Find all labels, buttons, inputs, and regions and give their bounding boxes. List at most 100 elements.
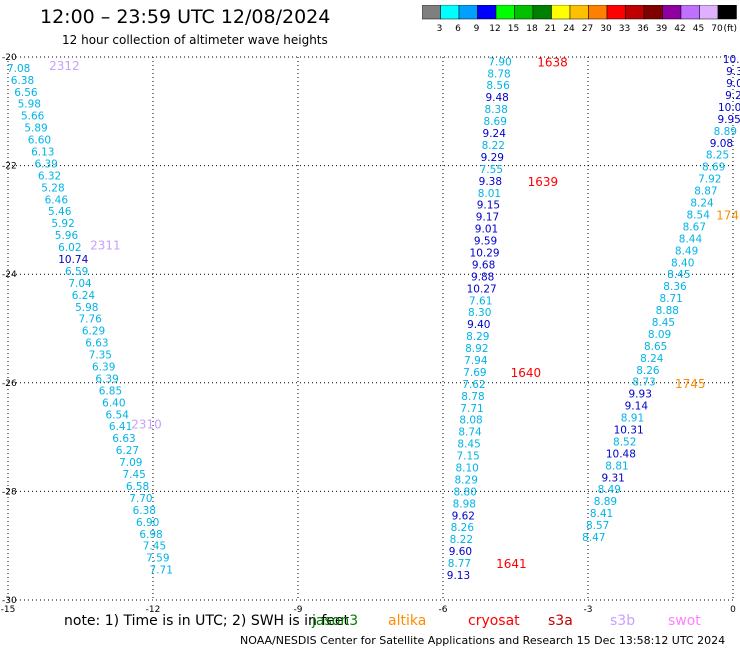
wave-height-point: 10.27 — [467, 283, 497, 295]
wave-height-point: 6.38 — [133, 505, 156, 517]
wave-height-point: 8.65 — [644, 341, 667, 353]
wave-height-point: 7.59 — [146, 553, 169, 565]
wave-height-point: 7.55 — [480, 164, 503, 176]
wave-height-point: 8.41 — [590, 508, 613, 520]
wave-height-point: 9.95 — [717, 114, 740, 126]
wave-height-point: 6.98 — [139, 529, 162, 541]
scale-label: 27 — [582, 24, 593, 34]
wave-height-point: 9.59 — [474, 236, 497, 248]
x-tick-label: -15 — [1, 605, 16, 615]
pass-time-label: 2312 — [49, 59, 80, 73]
y-tick-label: -20 — [2, 53, 17, 63]
scale-label: 70 — [711, 24, 723, 34]
wave-height-point: 8.52 — [613, 436, 636, 448]
x-tick-label: -6 — [439, 605, 448, 615]
satellite-legend-s3b: s3b — [610, 613, 636, 629]
wave-height-point: 7.04 — [68, 278, 92, 290]
wave-height-point: 5.92 — [51, 218, 74, 230]
x-tick-label: -9 — [294, 605, 303, 615]
wave-height-point: 10.29 — [470, 247, 500, 259]
footer-note: note: 1) Time is in UTC; 2) SWH is in fe… — [64, 613, 350, 629]
wave-height-point: 9.08 — [710, 138, 733, 150]
x-tick-label: 0 — [730, 605, 736, 615]
wave-height-point: 6.60 — [28, 135, 51, 147]
wave-height-point: 6.58 — [126, 481, 149, 493]
wave-height-point: 6.38 — [11, 75, 34, 87]
wave-height-point: 5.28 — [41, 182, 64, 194]
page-title: 12:00 – 23:59 UTC 12/08/2024 — [40, 6, 331, 28]
wave-height-point: 9.17 — [476, 212, 499, 224]
satellite-legend-s3a: s3a — [548, 613, 573, 629]
wave-height-point: 6.39 — [95, 373, 118, 385]
wave-height-point: 6.27 — [116, 445, 139, 457]
satellite-legend-jason3: jason3 — [312, 613, 359, 629]
wave-height-point: 8.92 — [465, 343, 488, 355]
wave-height-point: 8.77 — [448, 558, 471, 570]
pass-time-label: 1745 — [675, 377, 706, 391]
pass-time-label: 2310 — [131, 418, 162, 432]
wave-height-point: 8.67 — [683, 221, 706, 233]
wave-height-point: 8.89 — [594, 496, 617, 508]
wave-height-point: 8.25 — [706, 150, 729, 162]
wave-height-point: 9.14 — [625, 401, 649, 413]
wave-height-point: 8.89 — [714, 126, 737, 138]
wave-height-point: 9.68 — [472, 259, 495, 271]
wave-height-point: 9.29 — [481, 152, 504, 164]
wave-height-point: 6.39 — [34, 158, 57, 170]
wave-height-point: 8.88 — [656, 305, 679, 317]
wave-height-point: 8.40 — [671, 257, 694, 269]
wave-height-point: 8.38 — [484, 104, 507, 116]
wave-height-point: 6.56 — [14, 87, 38, 99]
footer-credit: NOAA/NESDIS Center for Satellite Applica… — [240, 634, 726, 647]
y-tick-label: -22 — [2, 162, 17, 172]
wave-height-point: 8.22 — [450, 534, 473, 546]
scale-label: (ft) — [723, 24, 737, 34]
wave-height-point: 6.54 — [106, 409, 130, 421]
wave-height-point: 7.45 — [122, 469, 145, 481]
wave-height-point: 10.48 — [606, 448, 636, 460]
scale-label: 39 — [656, 24, 668, 34]
wave-height-point: 8.49 — [675, 245, 698, 257]
y-tick-label: -30 — [2, 596, 17, 606]
scale-label: 30 — [600, 24, 612, 34]
wave-height-point: 8.57 — [586, 520, 609, 532]
y-tick-label: -24 — [2, 270, 17, 280]
wave-height-point: 8.01 — [478, 188, 501, 200]
wave-height-point: 8.81 — [605, 460, 628, 472]
wave-height-point: 7.94 — [464, 355, 488, 367]
scale-label: 6 — [455, 24, 461, 34]
wave-height-point: 8.30 — [468, 307, 491, 319]
wave-height-point: 6.59 — [65, 266, 88, 278]
wave-height-point: 9.31 — [601, 472, 624, 484]
wave-height-point: 8.09 — [648, 329, 671, 341]
wave-height-point: 6.46 — [45, 194, 69, 206]
pass-time-label: 1638 — [537, 55, 568, 69]
scale-label: 33 — [619, 24, 630, 34]
wave-height-point: 8.22 — [482, 140, 505, 152]
wave-height-point: 9.26 — [725, 90, 740, 102]
wave-height-point: 6.13 — [31, 146, 54, 158]
wave-height-point: 5.66 — [21, 111, 45, 123]
scale-label: 9 — [474, 24, 480, 34]
wave-height-point: 8.29 — [455, 474, 478, 486]
wave-height-point: 7.71 — [460, 403, 483, 415]
scale-label: 21 — [545, 24, 556, 34]
wave-height-point: 6.24 — [72, 290, 96, 302]
wave-height-point: 8.29 — [466, 331, 489, 343]
wave-height-point: 6.02 — [58, 242, 81, 254]
wave-height-point: 9.62 — [452, 510, 475, 522]
pass-time-label: 174 — [716, 208, 739, 222]
wave-height-point: 5.89 — [24, 123, 47, 135]
wave-height-point: 6.40 — [102, 397, 125, 409]
wave-height-point: 8.73 — [632, 377, 655, 389]
pass-time-label: 1641 — [496, 557, 527, 571]
wave-height-point: 8.91 — [621, 413, 644, 425]
wave-height-point: 7.71 — [150, 565, 173, 577]
scale-label: 24 — [563, 24, 575, 34]
wave-height-point: 7.09 — [119, 457, 142, 469]
wave-height-point: 9.48 — [485, 92, 508, 104]
wave-height-point: 9.24 — [483, 128, 507, 140]
pass-time-label: 1639 — [528, 175, 559, 189]
wave-height-point: 8.24 — [640, 353, 664, 365]
scale-label: 36 — [637, 24, 649, 34]
